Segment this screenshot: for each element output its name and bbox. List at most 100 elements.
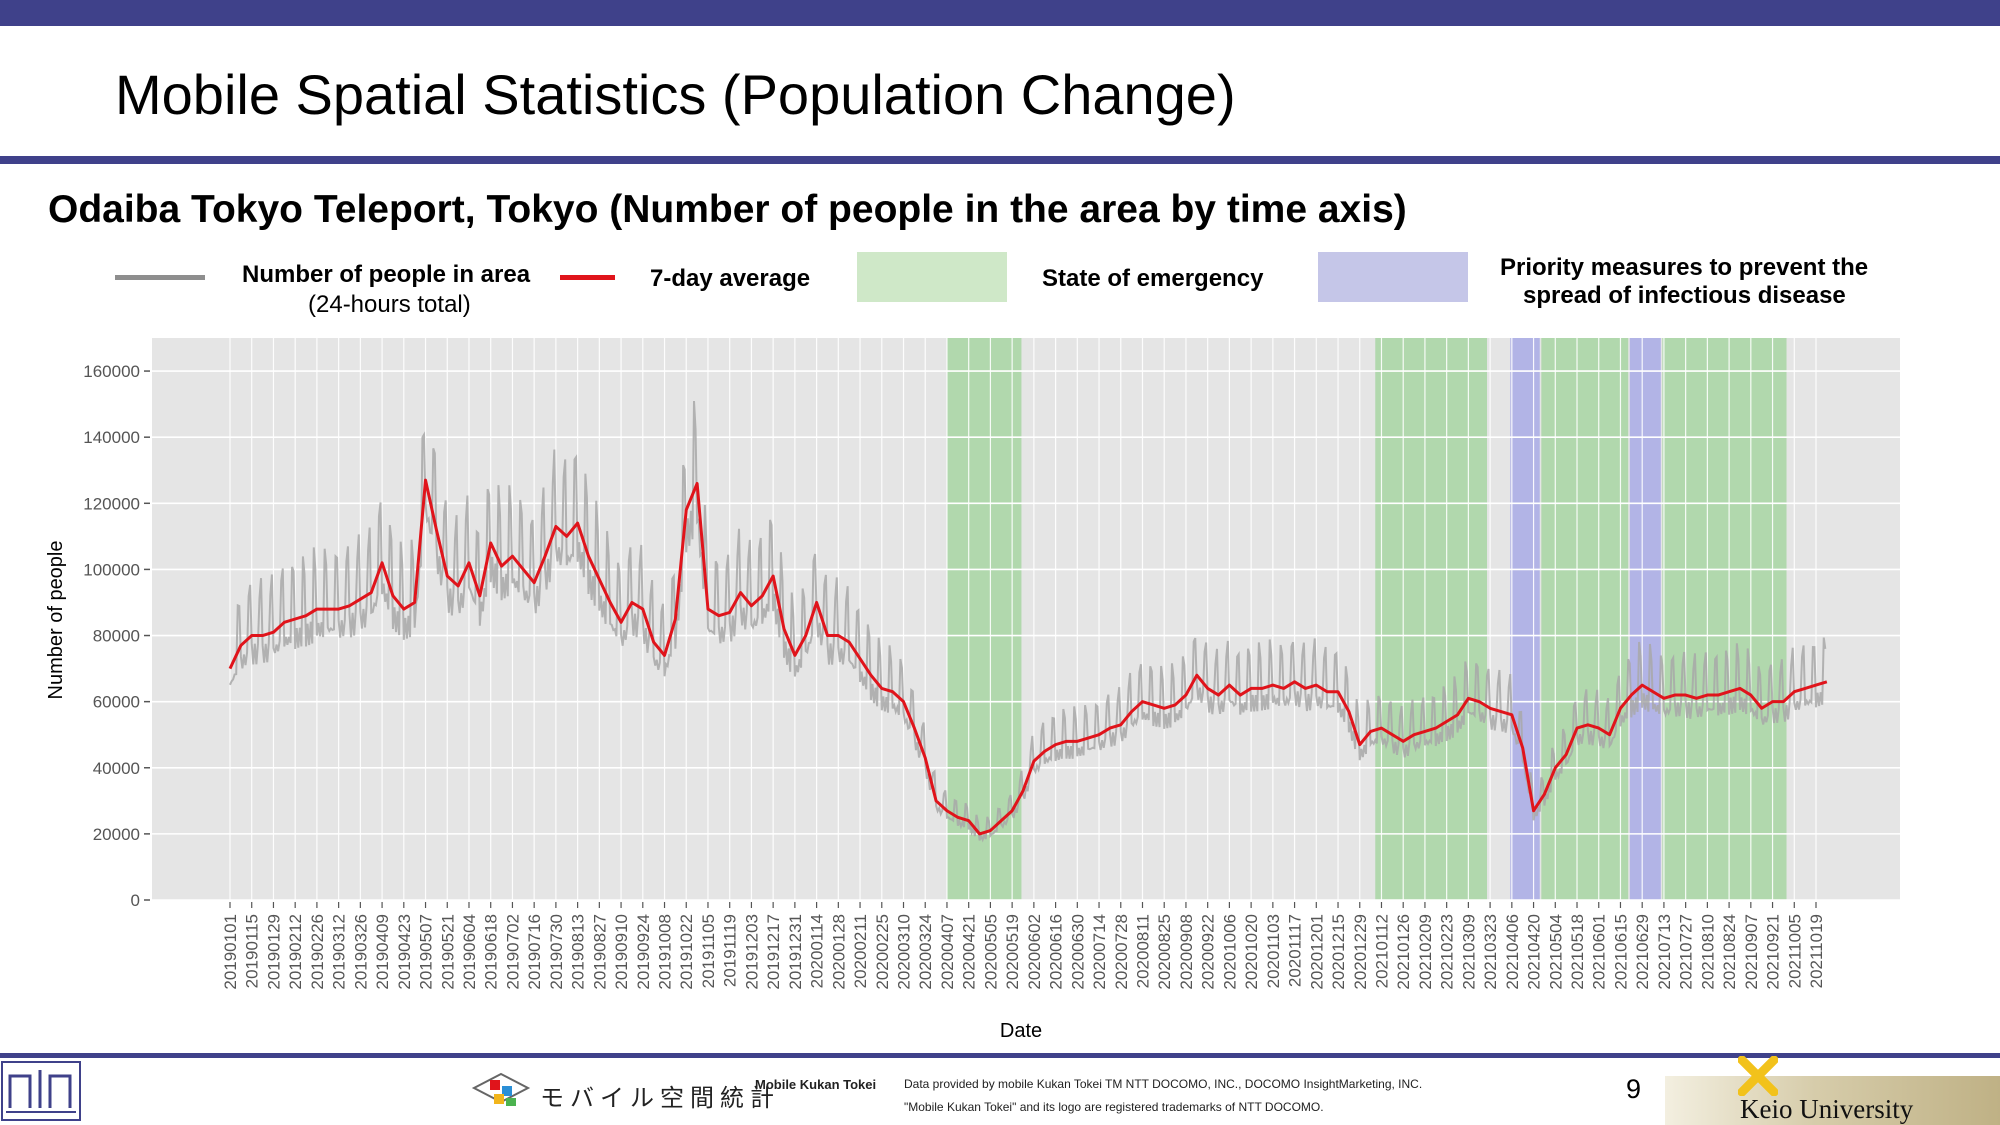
- shaded-emergency-5: [1662, 338, 1787, 900]
- x-tick-label-60: 20210420: [1525, 914, 1544, 990]
- series-line-7-day-average: [228, 478, 1828, 836]
- x-tick-label-68: 20210810: [1698, 914, 1717, 990]
- x-tick-label-9: 20190507: [417, 914, 436, 990]
- y-tick-label-5: 100000: [83, 560, 140, 579]
- x-tick-label-63: 20210601: [1590, 914, 1609, 990]
- legend-raw-sublabel: (24-hours total): [308, 291, 471, 318]
- x-tick-label-36: 20200519: [1003, 914, 1022, 990]
- x-tick-label-25: 20191217: [764, 914, 783, 990]
- y-tick-label-4: 80000: [93, 627, 140, 646]
- footer-brand-en: Mobile Kukan Tokei: [755, 1077, 877, 1092]
- x-tick-label-72: 20211005: [1785, 914, 1804, 988]
- x-tick-label-23: 20191119: [721, 914, 740, 987]
- x-tick-label-8: 20190423: [395, 914, 414, 990]
- x-tick-label-6: 20190326: [351, 914, 370, 990]
- x-tick-label-10: 20190521: [438, 914, 457, 990]
- y-tick-label-0: 0: [131, 891, 140, 910]
- y-tick-label-6: 120000: [83, 494, 140, 513]
- x-tick-label-64: 20210615: [1611, 914, 1630, 990]
- x-tick-label-73: 20211019: [1807, 914, 1826, 988]
- legend-raw-swatch: [115, 275, 205, 280]
- x-tick-label-13: 20190702: [503, 914, 522, 990]
- legend-avg-swatch: [560, 275, 615, 280]
- x-tick-label-69: 20210824: [1720, 914, 1739, 990]
- x-tick-label-28: 20200128: [829, 914, 848, 990]
- shaded-emergency-1: [1375, 338, 1488, 900]
- x-tick-label-11: 20190604: [460, 914, 479, 990]
- x-tick-label-50: 20201201: [1307, 914, 1326, 990]
- legend-raw-label: Number of people in area: [242, 261, 531, 288]
- x-tick-label-47: 20201020: [1242, 914, 1261, 990]
- x-tick-label-40: 20200714: [1090, 914, 1109, 990]
- x-tick-label-35: 20200505: [981, 914, 1000, 990]
- y-axis-label: Number of people: [45, 541, 67, 700]
- y-tick-label-8: 160000: [83, 362, 140, 381]
- x-tick-label-49: 20201117: [1286, 914, 1305, 987]
- legend-priority-label: Priority measures to prevent the: [1500, 254, 1869, 281]
- x-tick-label-32: 20200324: [916, 914, 935, 990]
- footer-credit-2: "Mobile Kukan Tokei" and its logo are re…: [904, 1100, 1324, 1114]
- x-tick-label-54: 20210126: [1394, 914, 1413, 990]
- x-tick-label-33: 20200407: [938, 914, 957, 990]
- x-tick-label-26: 20191231: [786, 914, 805, 990]
- y-tick-label-7: 140000: [83, 428, 140, 447]
- x-tick-label-15: 20190730: [547, 914, 566, 990]
- x-tick-label-67: 20210727: [1677, 914, 1696, 990]
- x-tick-label-45: 20200922: [1199, 914, 1218, 990]
- x-tick-label-19: 20190924: [634, 914, 653, 990]
- x-tick-label-24: 20191203: [742, 914, 761, 990]
- raw-daily-line: [229, 401, 1827, 843]
- y-tick-label-1: 20000: [93, 825, 140, 844]
- mobile-kukan-tokei-logo-icon: [471, 1072, 531, 1106]
- x-tick-label-4: 20190226: [308, 914, 327, 990]
- x-tick-label-48: 20201103: [1264, 914, 1283, 988]
- x-tick-label-18: 20190910: [612, 914, 631, 990]
- x-tick-label-66: 20210713: [1655, 914, 1674, 990]
- x-tick-label-16: 20190813: [569, 914, 588, 990]
- x-tick-label-21: 20191022: [677, 914, 696, 990]
- x-tick-label-61: 20210504: [1546, 914, 1565, 990]
- x-tick-label-27: 20200114: [808, 914, 827, 988]
- x-tick-label-38: 20200616: [1047, 914, 1066, 990]
- x-tick-label-42: 20200811: [1133, 914, 1152, 988]
- page-number: 9: [1626, 1074, 1642, 1104]
- title-divider: [0, 156, 2000, 164]
- x-tick-label-39: 20200630: [1068, 914, 1087, 990]
- top-header-bar: [0, 0, 2000, 26]
- x-tick-label-37: 20200602: [1025, 914, 1044, 990]
- footer-divider: [0, 1053, 2000, 1058]
- x-tick-label-1: 20190115: [243, 914, 262, 988]
- shaded-priority-4: [1629, 338, 1661, 900]
- x-tick-label-34: 20200421: [960, 914, 979, 990]
- legend-emergency-label: State of emergency: [1042, 265, 1264, 292]
- x-tick-label-70: 20210907: [1742, 914, 1761, 990]
- organization-logo: [1, 1061, 81, 1121]
- footer-brand-jp: モバイル空間統計: [540, 1085, 780, 1112]
- x-tick-label-30: 20200225: [873, 914, 892, 990]
- x-tick-label-22: 20191105: [699, 914, 718, 988]
- keio-university-name: Keio University: [1740, 1094, 1914, 1124]
- chart-title: Odaiba Tokyo Teleport, Tokyo (Number of …: [48, 188, 1407, 231]
- x-tick-label-5: 20190312: [330, 914, 349, 990]
- x-tick-label-43: 20200825: [1155, 914, 1174, 990]
- legend-emergency-swatch: [857, 252, 1007, 302]
- x-tick-label-56: 20210223: [1438, 914, 1457, 990]
- x-tick-label-0: 20190101: [221, 914, 240, 990]
- x-tick-label-46: 20201006: [1220, 914, 1239, 990]
- x-tick-label-2: 20190129: [264, 914, 283, 990]
- x-tick-label-41: 20200728: [1112, 914, 1131, 990]
- x-tick-label-12: 20190618: [482, 914, 501, 990]
- keio-pen-icon: [1738, 1056, 1778, 1096]
- legend-priority-label-2: spread of infectious disease: [1523, 282, 1846, 309]
- x-tick-label-3: 20190212: [286, 914, 305, 990]
- x-tick-label-57: 20210309: [1459, 914, 1478, 990]
- legend-priority-swatch: [1318, 252, 1468, 302]
- legend-avg-label: 7-day average: [650, 265, 811, 292]
- x-tick-label-62: 20210518: [1568, 914, 1587, 990]
- x-tick-label-29: 20200211: [851, 914, 870, 988]
- x-tick-label-65: 20210629: [1633, 914, 1652, 990]
- x-tick-label-17: 20190827: [590, 914, 609, 990]
- x-tick-label-59: 20210406: [1503, 914, 1522, 990]
- x-tick-label-7: 20190409: [373, 914, 392, 990]
